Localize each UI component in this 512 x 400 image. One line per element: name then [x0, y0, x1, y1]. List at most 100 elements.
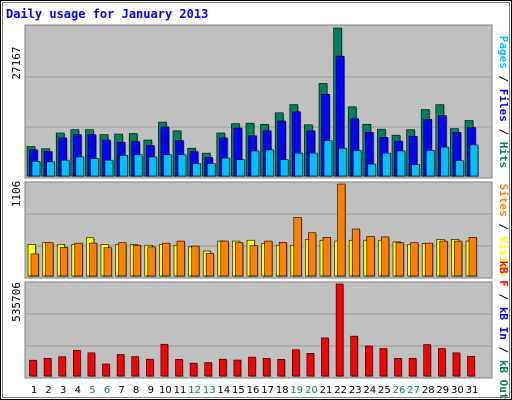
sites-bar — [366, 236, 375, 277]
day-label: 22 — [334, 385, 347, 396]
kbytes-bar — [131, 356, 139, 377]
legend-entry: kB In — [497, 307, 510, 340]
sites-bar — [468, 237, 477, 277]
visits-max-label: 1106 — [10, 181, 23, 208]
pages-bar — [338, 147, 347, 177]
pages-bar — [294, 152, 304, 177]
legend-entry: kB F — [497, 260, 510, 287]
day-label: 24 — [363, 385, 376, 396]
kbytes-bar — [248, 356, 256, 377]
sites-bar — [118, 242, 127, 277]
legend-entry: Files — [497, 89, 510, 122]
pages-bar — [236, 159, 245, 177]
day-label: 14 — [217, 385, 230, 396]
pages-bar — [309, 152, 318, 177]
day-label: 20 — [305, 385, 318, 396]
sites-bar — [45, 242, 54, 277]
kbytes-bar — [277, 359, 286, 377]
sites-bar — [454, 240, 463, 277]
sites-bar — [351, 228, 361, 277]
pages-bar — [250, 150, 260, 177]
pages-bar — [60, 159, 70, 177]
pages-bar — [163, 154, 172, 177]
sites-bar — [220, 240, 229, 277]
pages-bar — [396, 150, 406, 177]
day-label: 13 — [203, 385, 216, 396]
day-label: 2 — [45, 385, 51, 396]
pages-bar — [411, 164, 420, 177]
pages-bar — [221, 157, 231, 177]
legend-entry: / — [497, 340, 510, 360]
pages-bar — [192, 163, 201, 177]
pages-bar — [279, 159, 289, 177]
pages-bar — [352, 150, 362, 177]
pages-bar — [31, 160, 41, 177]
pages-bar — [425, 150, 435, 177]
legend-entry: Visits — [497, 237, 510, 277]
day-label: 18 — [276, 385, 289, 396]
sites-bar — [59, 247, 69, 277]
kbytes-bar — [87, 352, 96, 377]
day-label: 27 — [407, 385, 420, 396]
pages-bar — [455, 160, 464, 177]
kbytes-bar — [364, 345, 373, 377]
kbytes-bar — [204, 362, 212, 377]
legend-entry: Hits — [497, 142, 510, 169]
hits-legend: Pages / Files / Hits — [497, 36, 510, 169]
legend-entry: Sites — [497, 184, 510, 217]
pages-bar — [206, 163, 216, 177]
legend-entry: / — [497, 69, 510, 89]
kbytes-legend: kB F / kB In / kB Out — [497, 260, 510, 399]
kbytes-bar — [437, 348, 446, 377]
day-label: 19 — [290, 385, 303, 396]
sites-bar — [439, 240, 448, 277]
legend-entry: Pages — [497, 36, 510, 69]
day-label: 29 — [436, 385, 449, 396]
sites-bar — [264, 240, 273, 277]
kbytes-bar — [73, 349, 81, 377]
day-label: 6 — [104, 385, 110, 396]
day-label: 5 — [89, 385, 95, 396]
day-label: 1 — [31, 385, 37, 396]
day-label: 31 — [466, 385, 479, 396]
day-label: 8 — [133, 385, 139, 396]
sites-bar — [103, 247, 112, 277]
pages-bar — [75, 156, 85, 177]
kbytes-bars — [29, 283, 476, 377]
pages-bar — [177, 154, 187, 177]
pages-bar — [90, 158, 99, 177]
day-label: 30 — [451, 385, 464, 396]
chart-title: Daily usage for January 2013 — [6, 7, 208, 21]
kbytes-bar — [116, 354, 125, 377]
day-label: 15 — [232, 385, 245, 396]
sites-bar — [30, 253, 39, 277]
sites-bar — [205, 253, 214, 277]
hits-max-label: 27167 — [10, 46, 23, 79]
sites-bar — [395, 242, 404, 277]
sites-bar — [191, 245, 200, 277]
day-label: 9 — [148, 385, 154, 396]
kbytes-bar — [189, 362, 198, 377]
sites-bar — [410, 242, 419, 277]
kbytes-bar — [467, 355, 475, 377]
legend-entry: / — [497, 287, 510, 307]
kbytes-bar — [233, 359, 242, 377]
day-label: 25 — [378, 385, 391, 396]
hits-bars — [26, 27, 479, 177]
kbytes-bar — [423, 344, 432, 377]
sites-bar — [249, 245, 258, 277]
kbytes-bar — [175, 359, 183, 377]
pages-bar — [46, 161, 55, 177]
day-label: 28 — [422, 385, 435, 396]
sites-bar — [293, 217, 302, 277]
legend-entry: / — [497, 217, 510, 237]
day-label: 26 — [393, 385, 406, 396]
kbytes-bar — [452, 352, 461, 377]
visits-legend: Sites / Visits — [497, 184, 510, 277]
kbytes-bar — [379, 348, 388, 377]
sites-bar — [147, 246, 156, 277]
day-label: 3 — [60, 385, 66, 396]
sites-bar — [162, 242, 171, 277]
